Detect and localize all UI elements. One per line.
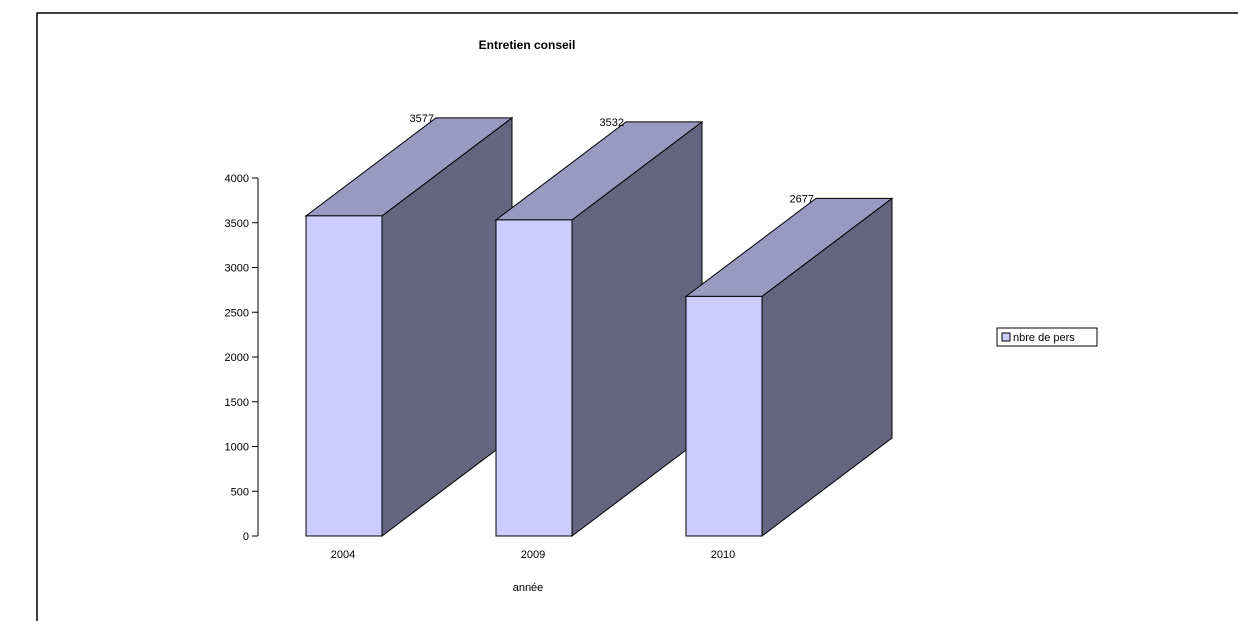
x-axis-title: année	[513, 582, 544, 594]
bar-front-face	[305, 215, 383, 537]
data-label: 2677	[790, 193, 814, 205]
y-tick-label: 0	[243, 531, 249, 543]
data-label: 3532	[600, 117, 624, 129]
x-tick-label: 2004	[331, 549, 355, 561]
chart-title: Entretien conseil	[479, 38, 576, 52]
y-tick-label: 2000	[225, 352, 249, 364]
legend-label: nbre de pers	[1013, 332, 1075, 344]
y-tick-label: 3500	[225, 218, 249, 230]
legend-swatch	[1001, 332, 1011, 342]
bar-2004: 3577	[304, 113, 514, 538]
bar-2010: 2677	[684, 193, 894, 538]
bar-front-face	[685, 295, 763, 537]
data-label: 3577	[410, 113, 434, 125]
y-axis: 0 500 1000 1500 2000 2500 3000 3500 4000	[225, 173, 259, 543]
bars-group: 3577 3532 2677	[304, 113, 894, 538]
y-tick-label: 4000	[225, 173, 249, 185]
y-tick-label: 2500	[225, 307, 249, 319]
y-tick-label: 1500	[225, 397, 249, 409]
y-tick-label: 3000	[225, 263, 249, 275]
y-tick-label: 500	[231, 486, 249, 498]
x-axis-labels: 2004 2009 2010	[331, 549, 735, 561]
y-tick-label: 1000	[225, 442, 249, 454]
x-tick-label: 2009	[521, 549, 545, 561]
x-tick-label: 2010	[711, 549, 735, 561]
legend-box	[996, 327, 1098, 347]
bar-2009: 3532	[494, 117, 704, 538]
legend: nbre de pers	[996, 327, 1098, 347]
chart-border	[36, 12, 1238, 621]
bar-front-face	[495, 219, 573, 537]
